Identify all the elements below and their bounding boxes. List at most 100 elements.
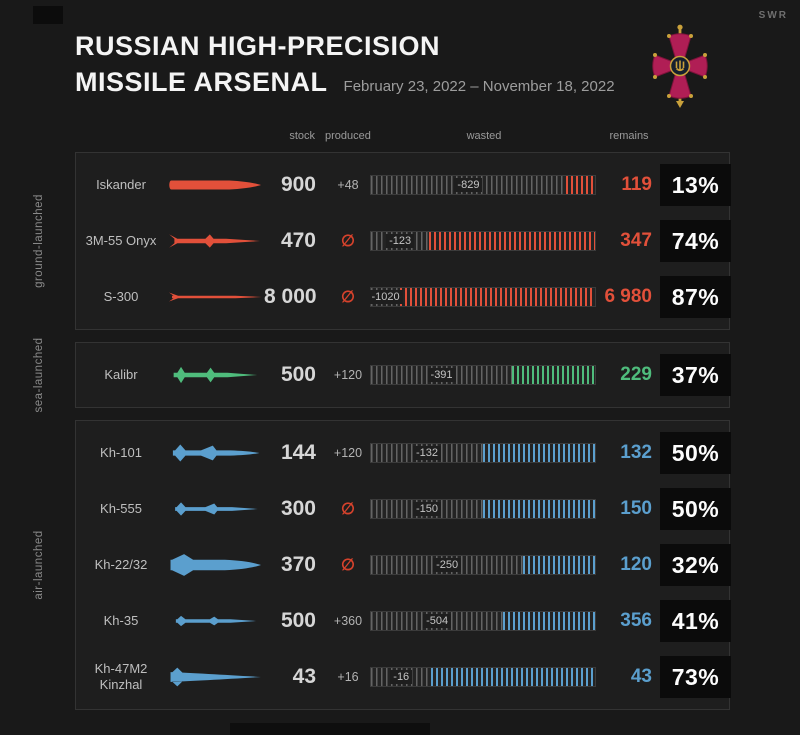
- percent-badge: 50%: [660, 432, 731, 474]
- corner-block: [33, 6, 63, 24]
- missile-name: Kh-47M2 Kinzhal: [94, 660, 148, 692]
- remains-value: 119: [621, 174, 652, 195]
- wasted-label: -16: [390, 670, 413, 684]
- stock-value: 500: [280, 363, 316, 386]
- remains-value: 347: [620, 230, 652, 251]
- produced-value: +120: [333, 446, 363, 460]
- missile-name: Iskander: [96, 176, 146, 192]
- stock-value: 144: [280, 441, 316, 464]
- remains-segment: [565, 176, 595, 194]
- column-headers: stock produced wasted remains: [75, 130, 730, 142]
- produced-value: +120: [333, 368, 363, 382]
- percent-cell: 13%: [660, 157, 731, 213]
- wasted-segment: -829: [371, 176, 566, 194]
- remains-value: 6 980: [604, 286, 652, 307]
- footer-block: [230, 723, 430, 735]
- missile-row: Kh-101 144 +120 -132 132 50%: [76, 425, 731, 481]
- produced-value: +16: [337, 670, 359, 684]
- wasted-segment: -16: [371, 668, 432, 686]
- missile-icon-cell: [166, 362, 264, 388]
- wasted-label: -504: [423, 614, 452, 628]
- wasted-segment: -1020: [368, 288, 403, 306]
- stock-bar: -132: [370, 443, 596, 463]
- percent-badge: 13%: [660, 164, 731, 206]
- kh22-missile-icon: [170, 554, 261, 576]
- remains-segment: [429, 232, 595, 250]
- wasted-label: -391: [427, 368, 456, 382]
- percent-badge: 74%: [660, 220, 731, 262]
- wasted-label: -132: [412, 446, 442, 460]
- percent-badge: 41%: [660, 600, 731, 642]
- column-header-produced: produced: [325, 130, 371, 142]
- group-panel: Kh-101 144 +120 -132 132 50% Kh-555 300 …: [75, 420, 731, 710]
- column-header-wasted: wasted: [466, 130, 502, 142]
- wasted-segment: -250: [371, 556, 524, 574]
- no-production-icon: ∅: [341, 501, 355, 518]
- missile-name: Kh-22/32: [94, 556, 148, 572]
- wasted-label: -1020: [368, 290, 403, 304]
- remains-segment: [400, 288, 595, 306]
- kh35-missile-icon: [175, 615, 257, 627]
- percent-badge: 73%: [660, 656, 731, 698]
- missile-icon-cell: [166, 663, 264, 691]
- wasted-segment: -391: [371, 366, 513, 384]
- produced-value: +48: [337, 178, 359, 192]
- remains-value: 43: [630, 666, 652, 687]
- missile-row: Iskander 900 +48 -829 119 13%: [76, 157, 731, 213]
- missile-group: sea-launched Kalibr 500 +120 -391 229 37…: [33, 337, 731, 413]
- bar-cell: -250: [370, 555, 600, 575]
- kh555-missile-icon: [175, 502, 258, 516]
- remains-value: 356: [620, 610, 652, 631]
- stock-value: 8 000: [264, 285, 317, 308]
- wasted-label: -150: [412, 502, 442, 516]
- stock-bar: -1020: [368, 287, 596, 307]
- stock-value: 43: [292, 665, 316, 688]
- percent-badge: 87%: [660, 276, 731, 318]
- header: RUSSIAN HIGH-PRECISION MISSILE ARSENAL F…: [75, 28, 615, 101]
- onyx-missile-icon: [169, 234, 261, 248]
- stock-bar: -16: [370, 667, 596, 687]
- percent-cell: 32%: [660, 537, 731, 593]
- stock-value: 500: [280, 609, 316, 632]
- stock-bar: -150: [370, 499, 596, 519]
- bar-cell: -829: [370, 175, 600, 195]
- no-production-icon: ∅: [341, 557, 355, 574]
- bar-cell: -132: [370, 443, 600, 463]
- wasted-label: -829: [454, 178, 483, 192]
- stock-bar: -504: [370, 611, 596, 631]
- percent-cell: 74%: [660, 213, 731, 269]
- date-range: February 23, 2022 – November 18, 2022: [343, 78, 615, 96]
- missile-icon-cell: [166, 608, 264, 634]
- page-title-line2: MISSILE ARSENAL: [75, 67, 328, 98]
- percent-cell: 50%: [660, 425, 731, 481]
- kinzhal-missile-icon: [170, 667, 261, 687]
- missile-name: Kh-101: [100, 444, 142, 460]
- column-header-remains: remains: [609, 130, 649, 142]
- bar-cell: -1020: [368, 287, 600, 307]
- remains-value: 132: [620, 442, 652, 463]
- missile-name: Kh-555: [100, 500, 142, 516]
- missile-icon-cell: [166, 285, 264, 309]
- stock-bar: -391: [370, 365, 596, 385]
- ukraine-mod-emblem-icon: [652, 24, 708, 108]
- watermark: SWR: [758, 10, 788, 21]
- missile-name: Kalibr: [104, 366, 138, 382]
- percent-badge: 37%: [660, 354, 731, 396]
- missile-name: 3M-55 Onyx: [85, 232, 157, 248]
- wasted-label: -250: [433, 558, 462, 572]
- s300-missile-icon: [169, 292, 262, 302]
- stock-value: 300: [280, 497, 316, 520]
- group-panel: Iskander 900 +48 -829 119 13% 3M-55 Onyx…: [75, 152, 731, 330]
- groups-container: ground-launched Iskander 900 +48 -829 11…: [33, 152, 731, 710]
- stock-value: 370: [280, 553, 316, 576]
- kalibr-missile-icon: [173, 366, 258, 384]
- group-label: air-launched: [33, 530, 45, 600]
- remains-segment: [483, 500, 595, 518]
- column-header-stock: stock: [289, 130, 315, 142]
- missile-row: Kh-22/32 370 ∅ -250 120 32%: [76, 537, 731, 593]
- remains-value: 229: [620, 364, 652, 385]
- missile-icon-cell: [166, 440, 264, 466]
- stock-bar: -829: [370, 175, 596, 195]
- percent-cell: 41%: [660, 593, 731, 649]
- percent-cell: 37%: [660, 347, 731, 403]
